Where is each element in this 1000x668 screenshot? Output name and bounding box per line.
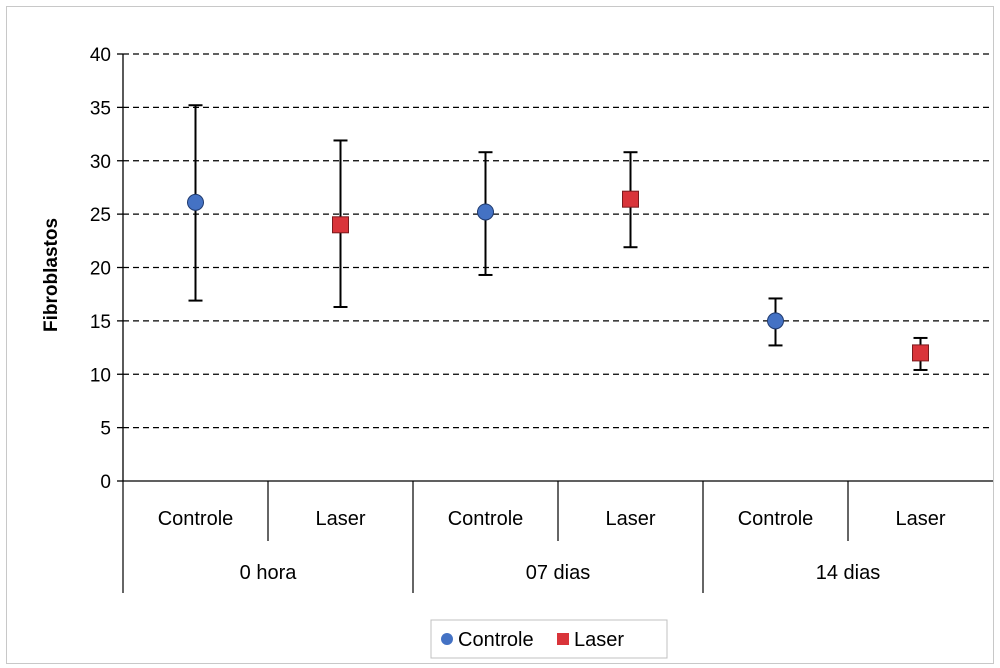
data-point-controle bbox=[767, 312, 784, 330]
group-label: 0 hora bbox=[240, 562, 298, 584]
y-tick-label-10: 10 bbox=[90, 365, 111, 386]
y-tick-labels: 0 5 10 15 20 25 30 35 40 bbox=[90, 45, 111, 493]
data-series bbox=[187, 104, 929, 371]
y-tick-label-20: 20 bbox=[90, 259, 111, 280]
legend-marker-controle bbox=[441, 633, 453, 645]
data-point-controle bbox=[477, 203, 494, 221]
y-tick-label-25: 25 bbox=[90, 205, 111, 226]
category-label: Laser bbox=[605, 508, 655, 530]
group-label: 14 dias bbox=[816, 562, 881, 584]
category-label: Controle bbox=[448, 508, 524, 530]
data-point-laser bbox=[622, 190, 639, 208]
y-tick-label-35: 35 bbox=[90, 98, 111, 119]
legend-marker-laser bbox=[557, 633, 569, 645]
category-labels: Controle Laser Controle Laser Controle Laser 0… bbox=[158, 508, 946, 584]
category-label: Laser bbox=[315, 508, 365, 530]
category-label: Controle bbox=[158, 508, 234, 530]
category-label: Controle bbox=[738, 508, 814, 530]
axes bbox=[117, 53, 993, 593]
y-tick-label-5: 5 bbox=[100, 419, 111, 440]
y-tick-label-15: 15 bbox=[90, 312, 111, 333]
legend: Controle Laser bbox=[430, 619, 668, 659]
data-point-laser bbox=[332, 216, 349, 234]
chart-frame: 0 5 10 15 20 25 30 35 40 Controle Laser Controle La… bbox=[6, 6, 994, 664]
gridlines bbox=[123, 53, 993, 429]
legend-label-controle: Controle bbox=[458, 629, 534, 651]
data-point-controle bbox=[187, 193, 204, 211]
y-tick-label-0: 0 bbox=[100, 472, 111, 493]
y-axis-label: Fibroblastos bbox=[41, 218, 62, 332]
chart-svg: 0 5 10 15 20 25 30 35 40 Controle Laser Controle La… bbox=[41, 45, 993, 659]
data-point-laser bbox=[912, 344, 929, 362]
y-tick-label-40: 40 bbox=[90, 45, 111, 66]
group-label: 07 dias bbox=[526, 562, 591, 584]
legend-label-laser: Laser bbox=[574, 629, 624, 651]
category-label: Laser bbox=[895, 508, 945, 530]
legend-box bbox=[430, 619, 668, 659]
y-tick-label-30: 30 bbox=[90, 152, 111, 173]
